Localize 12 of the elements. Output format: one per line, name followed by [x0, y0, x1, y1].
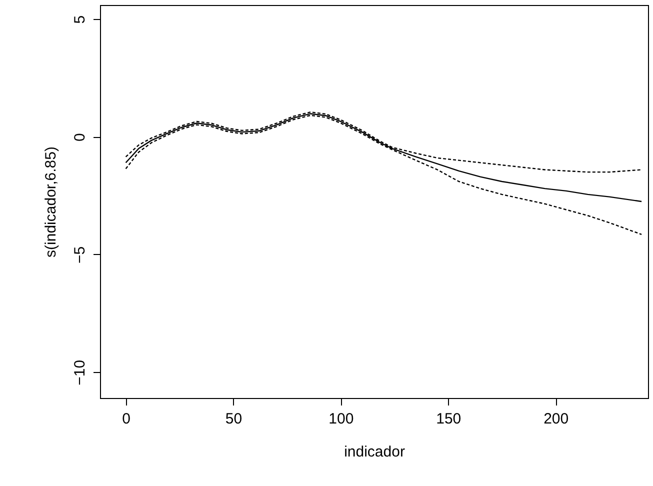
- x-tick-label: 50: [225, 410, 242, 428]
- y-axis-title: s(indicador,6.85): [42, 146, 60, 258]
- y-tick-label: 0: [72, 133, 88, 142]
- x-axis-title: indicador: [344, 444, 405, 460]
- x-tick-label: 100: [328, 410, 354, 428]
- y-tick-label: −10: [72, 360, 88, 386]
- y-tick-label: −5: [72, 246, 88, 264]
- x-tick-label: 200: [544, 410, 569, 428]
- y-tick-label: 5: [72, 15, 88, 24]
- x-tick-label: 150: [436, 410, 462, 428]
- x-tick-label: 0: [122, 410, 130, 428]
- line-series: [125, 114, 642, 236]
